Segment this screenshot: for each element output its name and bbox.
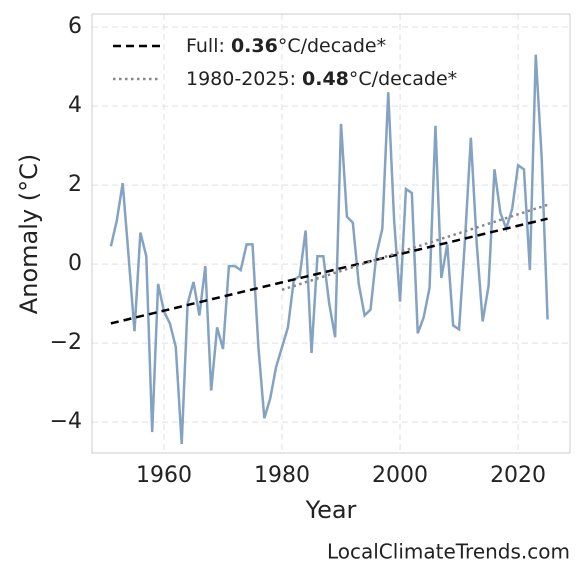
- x-axis-label: Year: [305, 496, 357, 524]
- trend-line: [110, 217, 548, 325]
- y-tick-label: 4: [68, 93, 82, 118]
- legend-label: Full: 0.36°C/decade*: [186, 35, 386, 57]
- x-tick-label: 1960: [136, 463, 192, 488]
- y-tick-label: 0: [68, 251, 82, 276]
- plot-frame: [91, 13, 571, 454]
- x-tick-label: 2020: [490, 463, 546, 488]
- y-tick-label: −4: [50, 409, 82, 434]
- y-tick-label: 6: [68, 14, 82, 39]
- footer: LocalClimateTrends.com: [327, 540, 570, 564]
- y-axis-label: Anomaly (°C): [15, 154, 43, 314]
- y-tick-label: −2: [50, 330, 82, 355]
- legend-text: °C/decade*: [278, 35, 386, 57]
- legend-text: 0.36: [231, 35, 278, 57]
- legend-text: 1980-2025:: [186, 68, 302, 90]
- legend-text: Full:: [186, 35, 231, 57]
- x-tick-label: 1980: [254, 463, 310, 488]
- x-tick-label: 2000: [372, 463, 428, 488]
- y-tick-label: 2: [68, 172, 82, 197]
- legend-text: 0.48: [302, 68, 349, 90]
- legend-label: 1980-2025: 0.48°C/decade*: [186, 68, 457, 90]
- data-line: [109, 54, 549, 444]
- trend-line: [281, 203, 548, 291]
- legend-text: °C/decade*: [349, 68, 457, 90]
